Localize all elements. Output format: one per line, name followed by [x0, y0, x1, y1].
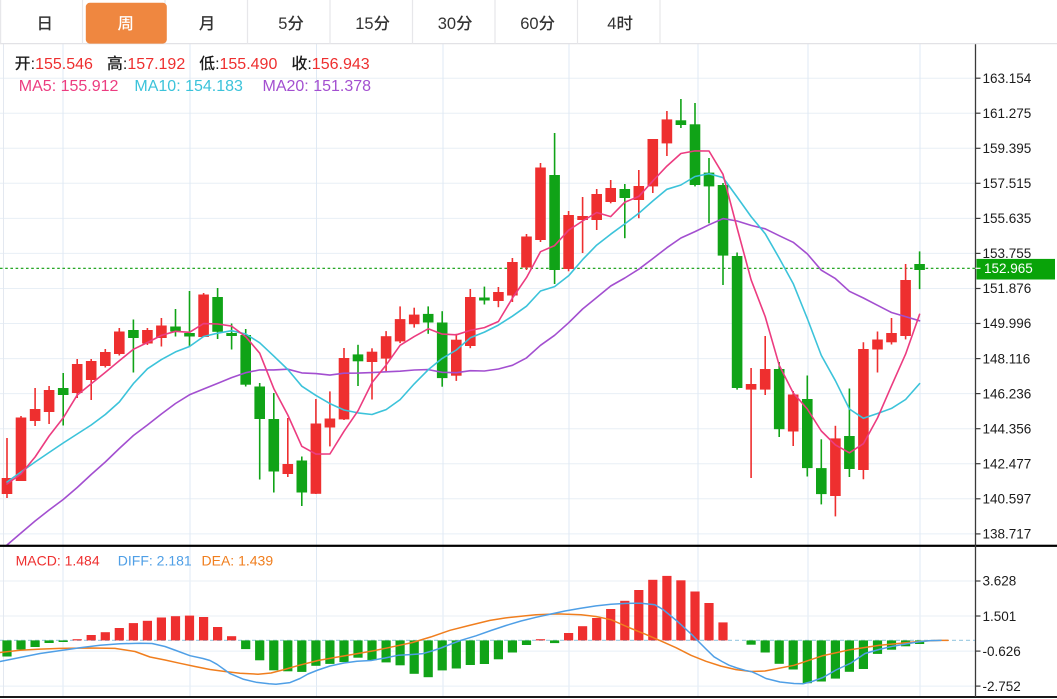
svg-text:155.490: 155.490	[220, 56, 278, 73]
svg-text:152.965: 152.965	[984, 261, 1033, 276]
svg-text:155.546: 155.546	[35, 56, 93, 73]
svg-text:138.717: 138.717	[983, 527, 1032, 542]
svg-text:MA20: 151.378: MA20: 151.378	[263, 78, 372, 95]
svg-text:MA10: 154.183: MA10: 154.183	[134, 78, 243, 95]
svg-text::: :	[215, 56, 219, 73]
svg-text:1.501: 1.501	[983, 609, 1017, 624]
svg-text:163.154: 163.154	[983, 71, 1032, 86]
svg-text:5: 5	[278, 15, 287, 33]
svg-text:155.635: 155.635	[983, 211, 1032, 226]
svg-text:140.597: 140.597	[983, 492, 1032, 507]
svg-text:146.236: 146.236	[983, 386, 1032, 401]
svg-text:-2.752: -2.752	[983, 679, 1021, 694]
svg-text:142.477: 142.477	[983, 456, 1032, 471]
svg-text:MACD: 1.484: MACD: 1.484	[16, 553, 100, 569]
svg-text:161.275: 161.275	[983, 106, 1032, 121]
svg-text:157.515: 157.515	[983, 176, 1032, 191]
svg-text::: :	[31, 56, 35, 73]
svg-text:4: 4	[607, 15, 616, 33]
svg-text:DEA: 1.439: DEA: 1.439	[202, 553, 274, 569]
svg-text:148.116: 148.116	[983, 351, 1031, 366]
svg-text:60: 60	[520, 15, 538, 33]
svg-text:MA5: 155.912: MA5: 155.912	[19, 78, 119, 95]
svg-text:15: 15	[355, 15, 373, 33]
svg-text:DIFF: 2.181: DIFF: 2.181	[118, 553, 192, 569]
svg-text:157.192: 157.192	[127, 56, 185, 73]
svg-text:151.876: 151.876	[983, 281, 1032, 296]
svg-text:144.356: 144.356	[983, 421, 1032, 436]
svg-text:156.943: 156.943	[312, 56, 370, 73]
svg-text::: :	[307, 56, 311, 73]
svg-text:153.755: 153.755	[983, 246, 1032, 261]
svg-text:149.996: 149.996	[983, 316, 1032, 331]
svg-text:3.628: 3.628	[983, 574, 1017, 589]
svg-text:30: 30	[438, 15, 456, 33]
svg-text:-0.626: -0.626	[983, 644, 1021, 659]
svg-text:159.395: 159.395	[983, 141, 1032, 156]
svg-text::: :	[123, 56, 127, 73]
